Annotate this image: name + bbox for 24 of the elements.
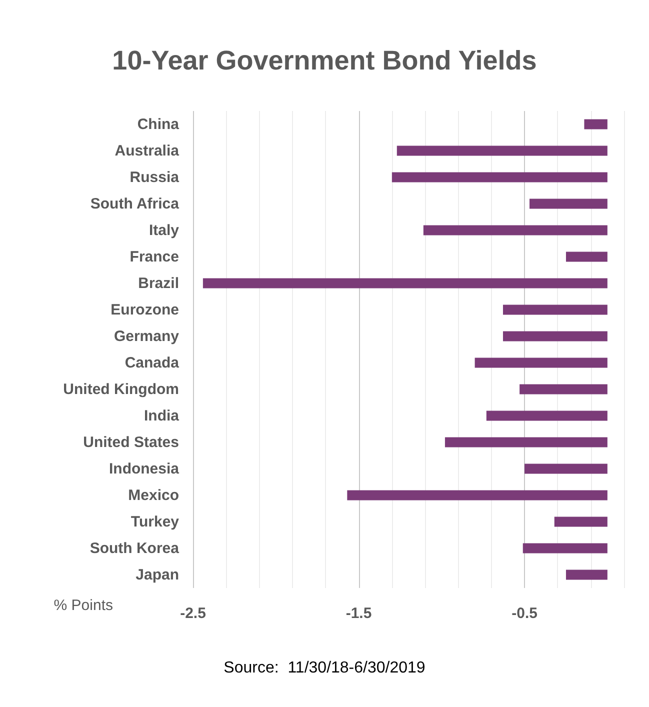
- y-tick-label: Germany: [114, 328, 180, 345]
- y-tick-label: China: [137, 116, 180, 133]
- y-tick-label: Turkey: [130, 513, 180, 530]
- y-tick-label: Australia: [114, 142, 180, 160]
- y-tick-label: India: [144, 407, 180, 424]
- chart-title: 10-Year Government Bond Yields: [112, 46, 537, 76]
- y-tick-label: South Korea: [90, 540, 180, 557]
- x-tick-label: -2.5: [180, 605, 206, 622]
- y-tick-label: Japan: [136, 566, 179, 584]
- y-tick-label: Eurozone: [110, 301, 179, 318]
- y-tick-label: Indonesia: [108, 460, 180, 478]
- y-tick-label: Canada: [124, 354, 180, 372]
- x-tick-label: -1.5: [346, 605, 372, 622]
- y-tick-label: United Kingdom: [63, 380, 179, 398]
- y-tick-label: United States: [83, 434, 179, 451]
- y-tick-label: South Africa: [90, 195, 180, 212]
- x-tick-label: -0.5: [512, 605, 538, 622]
- y-tick-label: Russia: [130, 168, 180, 186]
- y-tick-label: France: [130, 248, 179, 266]
- y-tick-label: Mexico: [128, 486, 179, 504]
- y-tick-label: Italy: [148, 222, 180, 239]
- x-axis-title: % Points: [54, 597, 113, 614]
- source-note: Source: 11/30/18-6/30/2019: [224, 660, 426, 676]
- y-tick-label: Brazil: [138, 274, 179, 292]
